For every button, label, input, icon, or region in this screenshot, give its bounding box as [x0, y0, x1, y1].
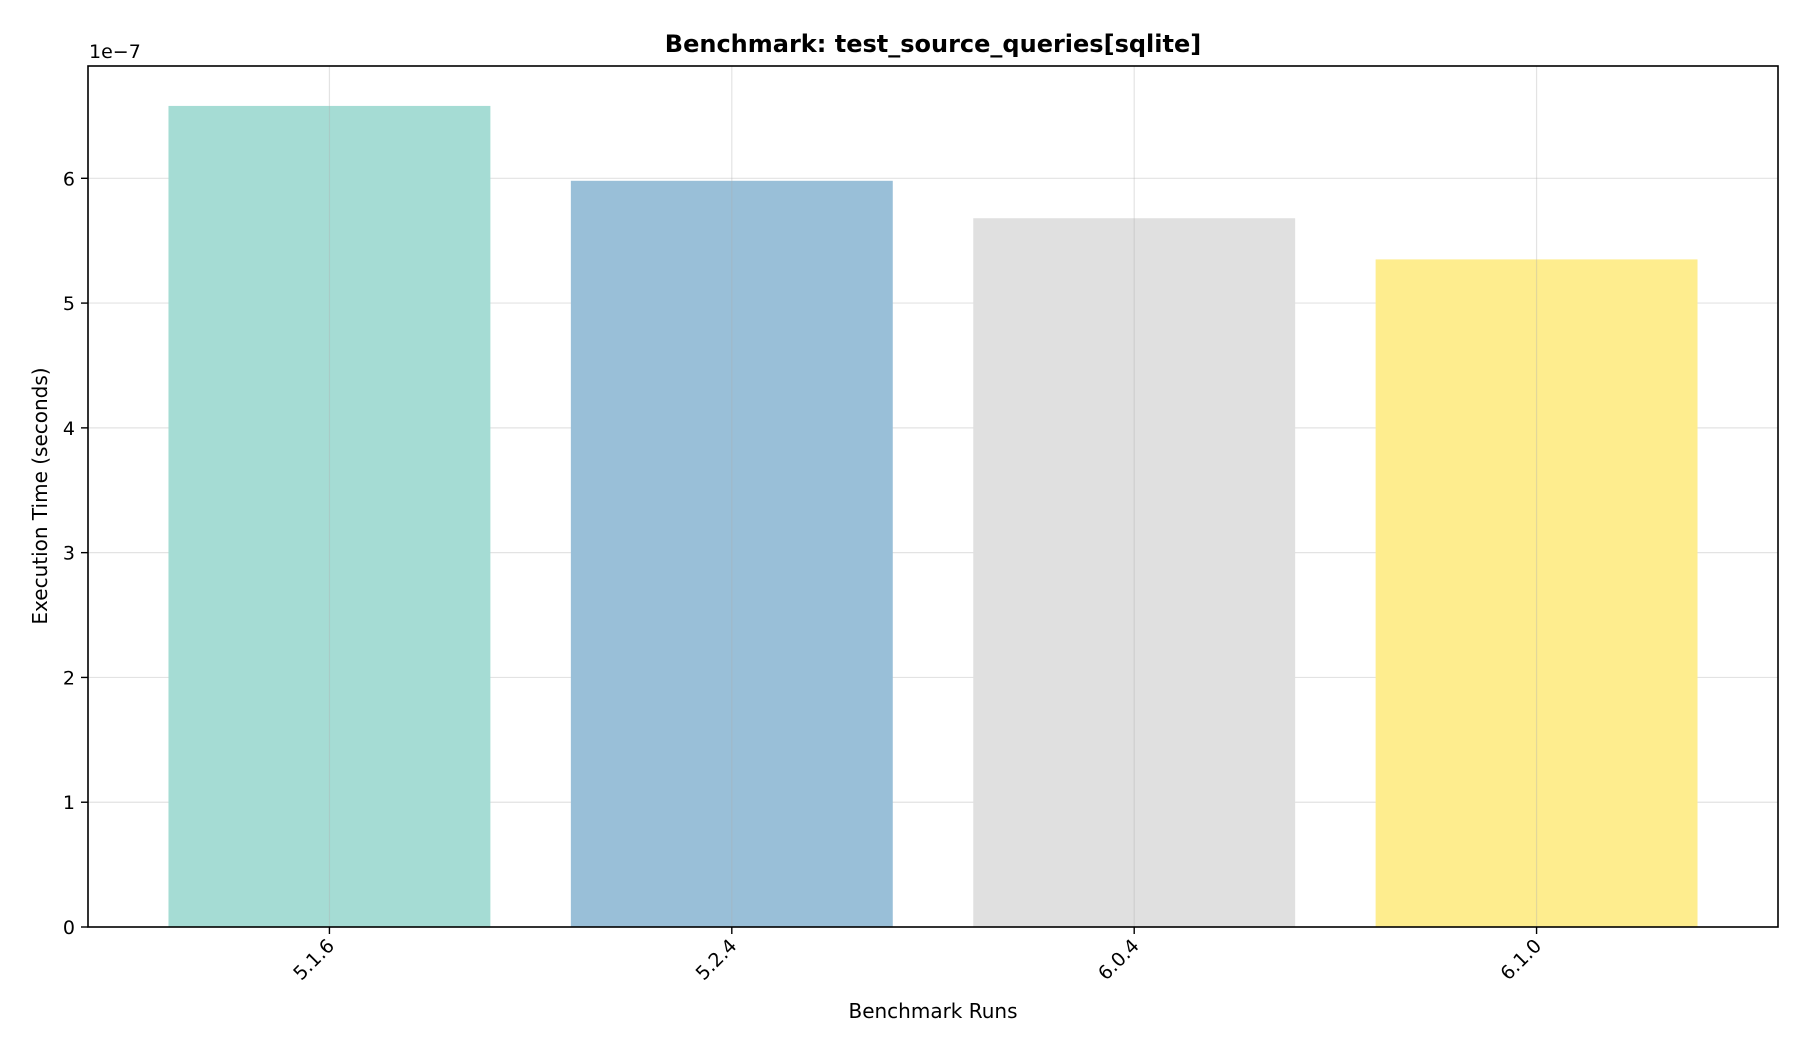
y-tick-label: 2 — [63, 667, 75, 689]
x-tick-label: 6.1.0 — [1496, 935, 1546, 985]
x-axis-label: Benchmark Runs — [848, 999, 1017, 1023]
y-axis-offset-label: 1e−7 — [89, 41, 141, 63]
y-tick-label: 3 — [63, 543, 75, 565]
y-tick-label: 0 — [63, 917, 75, 939]
chart-title: Benchmark: test_source_queries[sqlite] — [665, 30, 1201, 58]
y-tick-label: 4 — [63, 418, 75, 440]
y-axis-label: Execution Time (seconds) — [28, 367, 52, 624]
bars-layer — [168, 105, 1698, 928]
axes-layer — [87, 65, 1779, 928]
x-tick-label: 6.0.4 — [1094, 935, 1144, 985]
bar-6-0-4 — [973, 218, 1296, 927]
y-tick-label: 6 — [63, 168, 75, 190]
bar-5-1-6 — [168, 105, 491, 928]
y-tick-label: 5 — [63, 293, 75, 315]
plot-frame — [87, 65, 1779, 928]
x-tick-label: 5.2.4 — [692, 935, 742, 985]
bar-5-2-4 — [570, 180, 893, 928]
x-grid-layer — [328, 66, 1538, 927]
x-tick-label: 5.1.6 — [289, 935, 339, 985]
bar-6-1-0 — [1375, 259, 1698, 927]
y-tick-label: 1 — [63, 792, 75, 814]
